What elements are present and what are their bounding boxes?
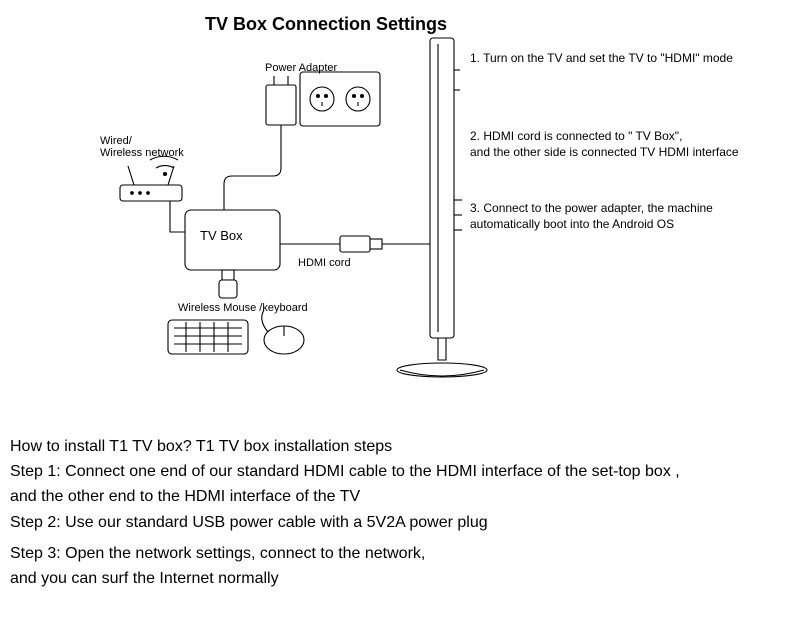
instructions-step3b: and you can surf the Internet normally [10, 567, 790, 590]
tv-box-label: TV Box [200, 228, 243, 243]
callout-2-text: HDMI cord is connected to " TV Box", and… [470, 129, 739, 159]
callout-1-text: Turn on the TV and set the TV to "HDMI" … [483, 51, 733, 65]
instructions-step1a: Step 1: Connect one end of our standard … [10, 460, 790, 483]
callout-2-num: 2. [470, 129, 480, 143]
router-icon [120, 156, 182, 201]
callout-1-num: 1. [470, 51, 480, 65]
instructions-step2: Step 2: Use our standard USB power cable… [10, 511, 790, 534]
instructions-block: How to install T1 TV box? T1 TV box inst… [10, 435, 790, 592]
network-label: Wired/ Wireless network [100, 135, 184, 159]
callout-3-num: 3. [470, 201, 480, 215]
usb-dongle-icon [219, 270, 237, 298]
callout-3: 3. Connect to the power adapter, the mac… [470, 200, 713, 232]
callout-1: 1. Turn on the TV and set the TV to "HDM… [470, 50, 733, 66]
callout-3-text: Connect to the power adapter, the machin… [470, 201, 713, 231]
network-cable [170, 201, 185, 232]
hdmi-cable [280, 236, 430, 252]
power-cable [224, 125, 281, 210]
keyboard-icon [168, 320, 248, 354]
mouse-icon [262, 310, 304, 354]
power-adapter-icon [266, 72, 380, 126]
power-adapter-label: Power Adapter [265, 62, 337, 74]
hdmi-cord-label: HDMI cord [298, 257, 351, 269]
instructions-step1b: and the other end to the HDMI interface … [10, 485, 790, 508]
instructions-step3a: Step 3: Open the network settings, conne… [10, 542, 790, 565]
page: TV Box Connection Settings [0, 0, 800, 640]
callout-2: 2. HDMI cord is connected to " TV Box", … [470, 128, 739, 160]
instructions-intro: How to install T1 TV box? T1 TV box inst… [10, 435, 790, 458]
wireless-mouse-kb-label: Wireless Mouse /keyboard [178, 302, 308, 314]
